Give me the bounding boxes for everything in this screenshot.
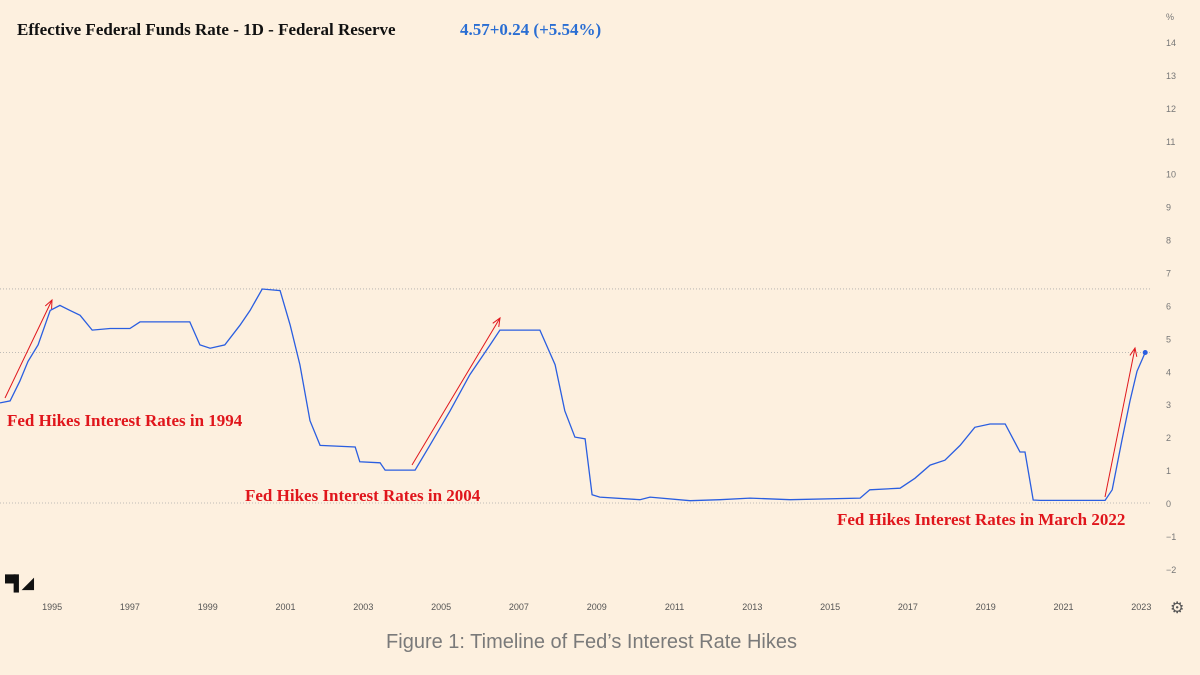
y-tick-label: 2 xyxy=(1166,433,1171,443)
y-tick-label: −1 xyxy=(1166,532,1176,542)
y-tick-label: 7 xyxy=(1166,268,1171,278)
y-axis-unit: % xyxy=(1166,12,1174,22)
annotation-arrow xyxy=(4,298,53,399)
y-tick-label: 9 xyxy=(1166,203,1171,213)
series-line xyxy=(0,288,1146,502)
gear-icon[interactable]: ⚙ xyxy=(1170,600,1185,617)
annotation-1994: Fed Hikes Interest Rates in 1994 xyxy=(7,411,243,430)
y-tick-label: 11 xyxy=(1166,137,1175,147)
x-tick-label: 2019 xyxy=(976,602,996,612)
annotation-arrow xyxy=(1104,346,1138,498)
x-tick-label: 2023 xyxy=(1131,602,1151,612)
y-tick-label: −2 xyxy=(1166,565,1176,575)
y-tick-label: 0 xyxy=(1166,499,1171,509)
arrow-shaft xyxy=(411,317,501,466)
annotation-arrow xyxy=(411,316,501,466)
y-tick-label: 13 xyxy=(1166,71,1176,81)
x-tick-label: 2011 xyxy=(665,602,684,612)
x-tick-label: 2007 xyxy=(509,602,529,612)
annotation-2004: Fed Hikes Interest Rates in 2004 xyxy=(245,486,481,505)
x-tick-label: 2013 xyxy=(742,602,762,612)
arrow-head xyxy=(44,298,53,310)
chart-title: Effective Federal Funds Rate - 1D - Fede… xyxy=(17,20,396,39)
y-tick-label: 8 xyxy=(1166,236,1171,246)
x-tick-label: 2017 xyxy=(898,602,918,612)
y-tick-label: 3 xyxy=(1166,400,1171,410)
arrow-head xyxy=(492,316,501,327)
x-tick-label: 2015 xyxy=(820,602,840,612)
annotation-2022: Fed Hikes Interest Rates in March 2022 xyxy=(837,510,1126,529)
figure-caption: Figure 1: Timeline of Fed’s Interest Rat… xyxy=(386,631,797,653)
arrow-head xyxy=(1129,346,1138,357)
y-tick-label: 14 xyxy=(1166,38,1176,48)
x-tick-label: 1995 xyxy=(42,602,62,612)
arrow-shaft xyxy=(4,299,53,399)
last-value-point xyxy=(1142,350,1148,356)
tradingview-logo[interactable]: ▀▌◢ xyxy=(5,575,34,592)
y-tick-label: 6 xyxy=(1166,301,1171,311)
x-tick-label: 2001 xyxy=(276,602,296,612)
y-tick-label: 4 xyxy=(1166,367,1171,377)
x-tick-label: 2021 xyxy=(1054,602,1074,612)
y-tick-label: 1 xyxy=(1166,466,1171,476)
y-tick-label: 5 xyxy=(1166,334,1171,344)
y-tick-label: 10 xyxy=(1166,170,1176,180)
x-tick-label: 2009 xyxy=(587,602,607,612)
x-tick-label: 1999 xyxy=(198,602,218,612)
x-tick-label: 2005 xyxy=(431,602,451,612)
x-tick-label: 1997 xyxy=(120,602,140,612)
arrow-shaft xyxy=(1104,347,1136,498)
x-tick-label: 2003 xyxy=(353,602,373,612)
y-tick-label: 12 xyxy=(1166,104,1176,114)
price-quote: 4.57+0.24 (+5.54%) xyxy=(460,20,602,39)
